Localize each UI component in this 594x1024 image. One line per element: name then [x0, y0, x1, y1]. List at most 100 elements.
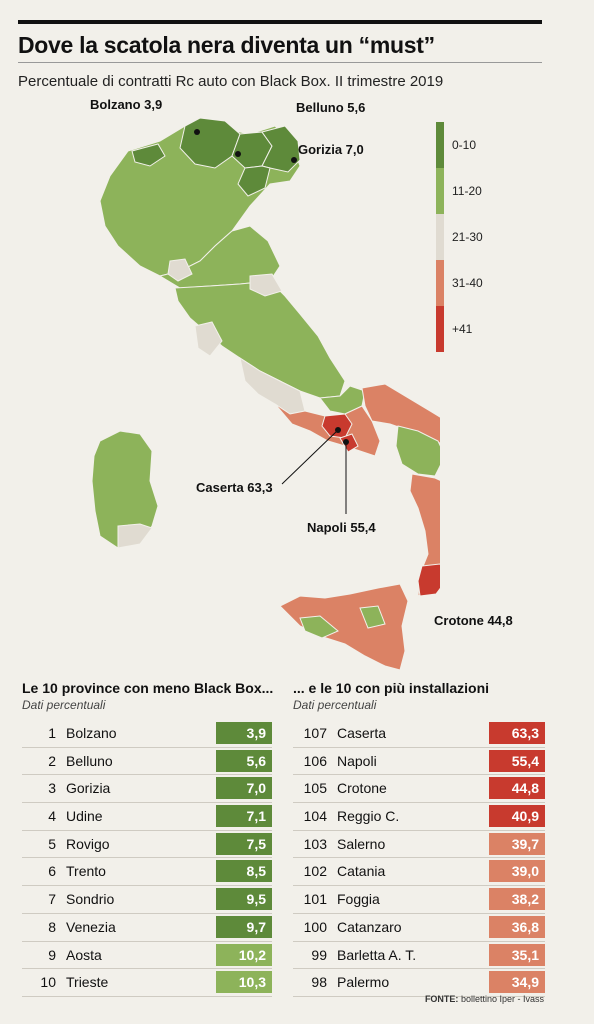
legend-label: +41 [452, 322, 473, 336]
legend-label: 21-30 [452, 230, 483, 244]
table-row: 8 Venezia 9,7 [22, 914, 272, 942]
row-value: 40,9 [489, 805, 545, 828]
row-value: 34,9 [489, 971, 545, 994]
row-province: Catania [337, 863, 386, 880]
map-region-sicily-green-1 [299, 615, 339, 639]
table-row: 99 Barletta A. T. 35,1 [293, 942, 545, 970]
callout-gorizia: Gorizia 7,0 [298, 142, 364, 157]
dot-bolzano [194, 129, 200, 135]
row-rank: 107 [303, 725, 327, 741]
row-value: 7,0 [216, 777, 272, 800]
legend-label: 0-10 [452, 138, 477, 152]
row-province: Aosta [66, 946, 102, 963]
row-rank: 4 [48, 808, 56, 825]
legend-item: 11-20 [436, 168, 594, 214]
row-value: 44,8 [489, 777, 545, 800]
row-rank: 8 [48, 918, 56, 935]
page-subtitle: Percentuale di contratti Rc auto con Bla… [18, 73, 444, 90]
table-row: 98 Palermo 34,9 [293, 969, 545, 997]
row-value: 7,1 [216, 805, 272, 828]
row-province: Bolzano [66, 725, 117, 741]
row-rank: 101 [303, 891, 327, 908]
title-divider [18, 62, 542, 63]
table-row: 103 Salerno 39,7 [293, 831, 545, 859]
row-province: Foggia [337, 891, 380, 908]
row-province: Reggio C. [337, 808, 400, 825]
map-region-sicily [279, 583, 409, 671]
callout-napoli: Napoli 55,4 [307, 520, 376, 535]
table-most: ... e le 10 con più installazioni Dati p… [293, 680, 545, 997]
map-region-center-grey-1 [194, 321, 223, 357]
row-rank: 5 [48, 835, 56, 852]
callout-caserta: Caserta 63,3 [196, 480, 273, 495]
row-value: 39,7 [489, 832, 545, 855]
row-value: 9,7 [216, 915, 272, 938]
map-region-sondrio [131, 143, 166, 167]
row-province: Napoli [337, 752, 377, 769]
table-row: 6 Trento 8,5 [22, 858, 272, 887]
legend-label: 11-20 [452, 184, 482, 198]
row-province: Sondrio [66, 891, 115, 908]
row-rank: 98 [311, 974, 327, 991]
table-row: 1 Bolzano 3,9 [22, 720, 272, 748]
row-rank: 103 [303, 835, 327, 852]
dot-belluno [235, 151, 241, 157]
legend-item: 21-30 [436, 214, 594, 260]
legend-swatch [436, 122, 444, 168]
table-row: 5 Rovigo 7,5 [22, 831, 272, 859]
legend-item: 0-10 [436, 122, 594, 168]
row-province: Barletta A. T. [337, 946, 417, 963]
row-province: Crotone [337, 780, 387, 797]
legend-swatch [436, 214, 444, 260]
leader-caserta [281, 429, 339, 485]
table-row: 106 Napoli 55,4 [293, 748, 545, 776]
map-region-udine [261, 125, 301, 173]
row-province: Belluno [66, 752, 113, 769]
row-value: 7,5 [216, 832, 272, 855]
row-province: Salerno [337, 835, 386, 852]
row-rank: 105 [303, 780, 327, 797]
table-subtitle: Dati percentuali [293, 698, 377, 712]
row-value: 9,5 [216, 888, 272, 911]
row-value: 3,9 [216, 722, 272, 744]
row-value: 10,3 [216, 971, 272, 994]
italy-map [91, 117, 440, 671]
legend-item: 31-40 [436, 260, 594, 306]
map-region-sardinia-grey [117, 523, 153, 549]
row-rank: 1 [48, 725, 56, 741]
table-row: 10 Trieste 10,3 [22, 969, 272, 997]
map-region-reggio [417, 563, 440, 597]
table-row: 100 Catanzaro 36,8 [293, 914, 545, 942]
legend-swatch [436, 260, 444, 306]
row-rank: 3 [48, 780, 56, 797]
map-region-puglia [361, 383, 440, 444]
map-region-basilicata [395, 425, 440, 477]
legend-item: +41 [436, 306, 594, 352]
row-rank: 100 [303, 918, 327, 935]
row-province: Udine [66, 808, 103, 825]
row-value: 38,2 [489, 888, 545, 911]
map-region-venezia [237, 165, 271, 197]
table-row: 107 Caserta 63,3 [293, 720, 545, 748]
map-region-sicily-green-2 [359, 605, 386, 629]
source-note: FONTE: bollettino Iper - Ivass [425, 994, 544, 1004]
dot-caserta [335, 427, 341, 433]
map-region-napoli [339, 433, 359, 453]
row-rank: 102 [303, 863, 327, 880]
row-value: 36,8 [489, 915, 545, 938]
callout-bolzano: Bolzano 3,9 [90, 97, 163, 112]
table-row: 7 Sondrio 9,5 [22, 886, 272, 914]
table-row: 9 Aosta 10,2 [22, 942, 272, 970]
row-rank: 9 [48, 946, 56, 963]
legend-swatch [436, 168, 444, 214]
source-label: FONTE: [424, 994, 459, 1004]
row-province: Gorizia [66, 780, 111, 797]
row-rank: 99 [311, 946, 327, 963]
row-value: 63,3 [489, 722, 545, 744]
row-province: Rovigo [66, 835, 110, 852]
row-rank: 2 [48, 752, 56, 769]
row-value: 8,5 [216, 860, 272, 883]
row-province: Palermo [337, 974, 390, 991]
table-body: 107 Caserta 63,3 106 Napoli 55,4 105 Crotone 44,… [293, 720, 545, 997]
table-title: ... e le 10 con più installazioni [293, 680, 490, 696]
